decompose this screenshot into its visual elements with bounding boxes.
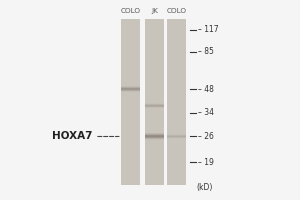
- Text: (kD): (kD): [196, 183, 212, 192]
- Text: – 85: – 85: [198, 47, 213, 56]
- Text: COLO: COLO: [167, 8, 187, 14]
- Bar: [167, 135, 186, 136]
- Bar: [145, 103, 164, 104]
- Bar: [145, 137, 164, 138]
- Text: HOXA7: HOXA7: [52, 131, 93, 141]
- Bar: [145, 133, 164, 134]
- Bar: [121, 87, 140, 88]
- Bar: [145, 138, 164, 139]
- Bar: [167, 138, 186, 139]
- Bar: [121, 86, 140, 87]
- Bar: [145, 105, 164, 106]
- Text: – 34: – 34: [198, 108, 214, 117]
- Bar: [145, 134, 164, 135]
- Bar: [167, 137, 186, 138]
- Text: JK: JK: [151, 8, 158, 14]
- Bar: [140, 19, 145, 185]
- Bar: [164, 19, 167, 185]
- Text: – 19: – 19: [198, 158, 213, 167]
- Bar: [145, 136, 164, 137]
- Text: – 26: – 26: [198, 132, 213, 141]
- Bar: [121, 91, 140, 92]
- Bar: [145, 139, 164, 140]
- Text: – 117: – 117: [198, 25, 218, 34]
- Bar: [121, 89, 140, 90]
- Bar: [145, 135, 164, 136]
- Bar: [121, 19, 140, 185]
- Bar: [121, 90, 140, 91]
- Bar: [167, 19, 186, 185]
- Bar: [167, 136, 186, 137]
- Bar: [121, 88, 140, 89]
- Bar: [145, 104, 164, 105]
- Text: COLO: COLO: [121, 8, 141, 14]
- Bar: [145, 106, 164, 107]
- Text: – 48: – 48: [198, 85, 213, 94]
- Bar: [145, 19, 164, 185]
- Bar: [145, 107, 164, 108]
- Bar: [167, 134, 186, 135]
